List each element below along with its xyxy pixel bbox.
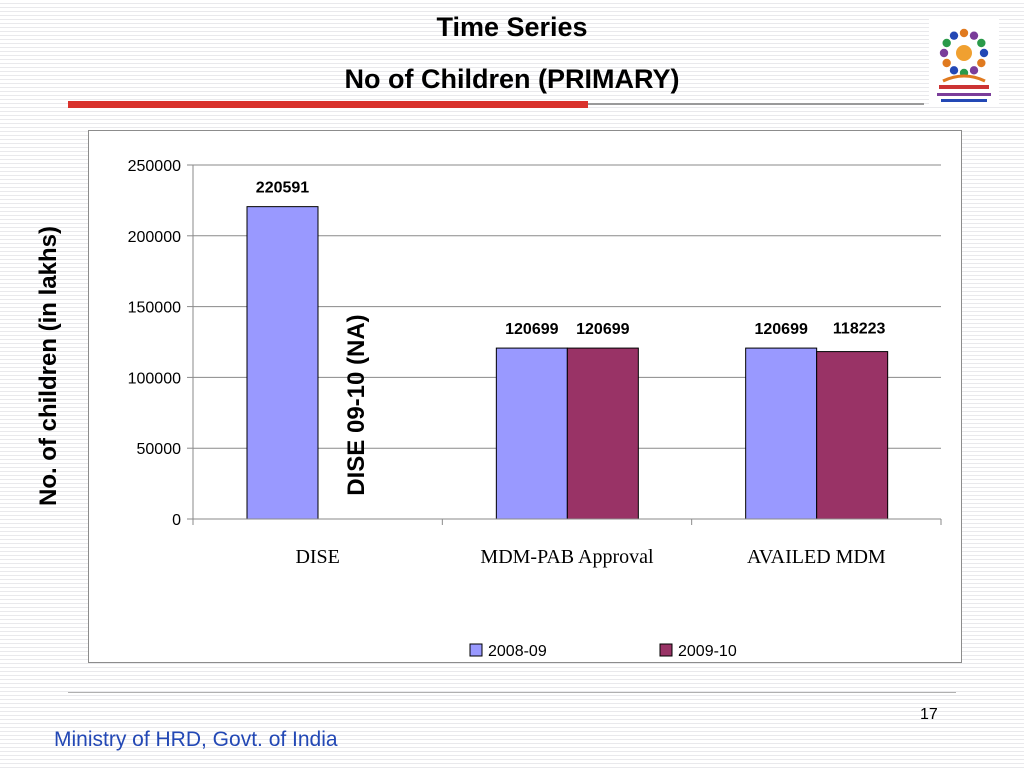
logo-graphic: [937, 28, 991, 102]
data-label: 120699: [754, 321, 807, 338]
y-tick-label: 150000: [128, 300, 181, 317]
logo-figure: [979, 48, 989, 58]
logo-figure: [977, 58, 986, 68]
y-axis-label: No. of children (in lakhs): [35, 225, 62, 507]
footer-ministry-text: Ministry of HRD, Govt. of India: [54, 728, 338, 751]
bar-2008-09-AVAILED MDM: [745, 347, 818, 520]
bar-2009-10-MDM-PAB Approval: [566, 347, 639, 520]
logo-figure: [949, 66, 959, 75]
page-subtitle: No of Children (PRIMARY): [344, 64, 680, 94]
title-underline-gray: [588, 103, 924, 105]
y-tick-label: 200000: [128, 229, 181, 246]
footer-divider: [68, 692, 956, 693]
y-tick-label: 50000: [137, 441, 182, 458]
data-label: 120699: [576, 321, 629, 338]
logo-figure: [942, 58, 951, 68]
bar-2009-10-AVAILED MDM: [816, 351, 889, 520]
legend-swatch: [469, 643, 483, 657]
x-category-label: DISE: [295, 546, 339, 568]
mid-day-meal-logo: [929, 17, 999, 105]
legend-label: 2009-10: [678, 643, 737, 660]
bar-2008-09-MDM-PAB Approval: [495, 347, 568, 520]
legend-label: 2008-09: [488, 643, 547, 660]
data-label: 220591: [256, 180, 309, 197]
logo-figure: [969, 66, 979, 75]
data-label: 120699: [505, 321, 558, 338]
logo-figure: [949, 31, 959, 40]
y-tick-label: 0: [172, 512, 181, 529]
page-number: 17: [920, 706, 938, 723]
bar-2008-09-DISE: [246, 206, 319, 520]
logo-figure: [942, 38, 951, 48]
title-underline-red: [68, 101, 588, 108]
dise-note-annotation: DISE 09-10 (NA): [343, 314, 370, 496]
y-tick-label: 250000: [128, 158, 181, 175]
y-tick-label: 100000: [128, 370, 181, 387]
x-category-label: AVAILED MDM: [747, 546, 886, 568]
data-label: 118223: [833, 321, 886, 338]
logo-figure: [969, 31, 979, 40]
legend-swatch: [659, 643, 673, 657]
logo-figure: [959, 28, 969, 38]
page-title: Time Series: [436, 12, 588, 42]
logo-figure: [939, 48, 949, 58]
logo-figure: [977, 38, 986, 48]
x-category-label: MDM-PAB Approval: [480, 546, 654, 568]
logo-center: [956, 45, 972, 61]
